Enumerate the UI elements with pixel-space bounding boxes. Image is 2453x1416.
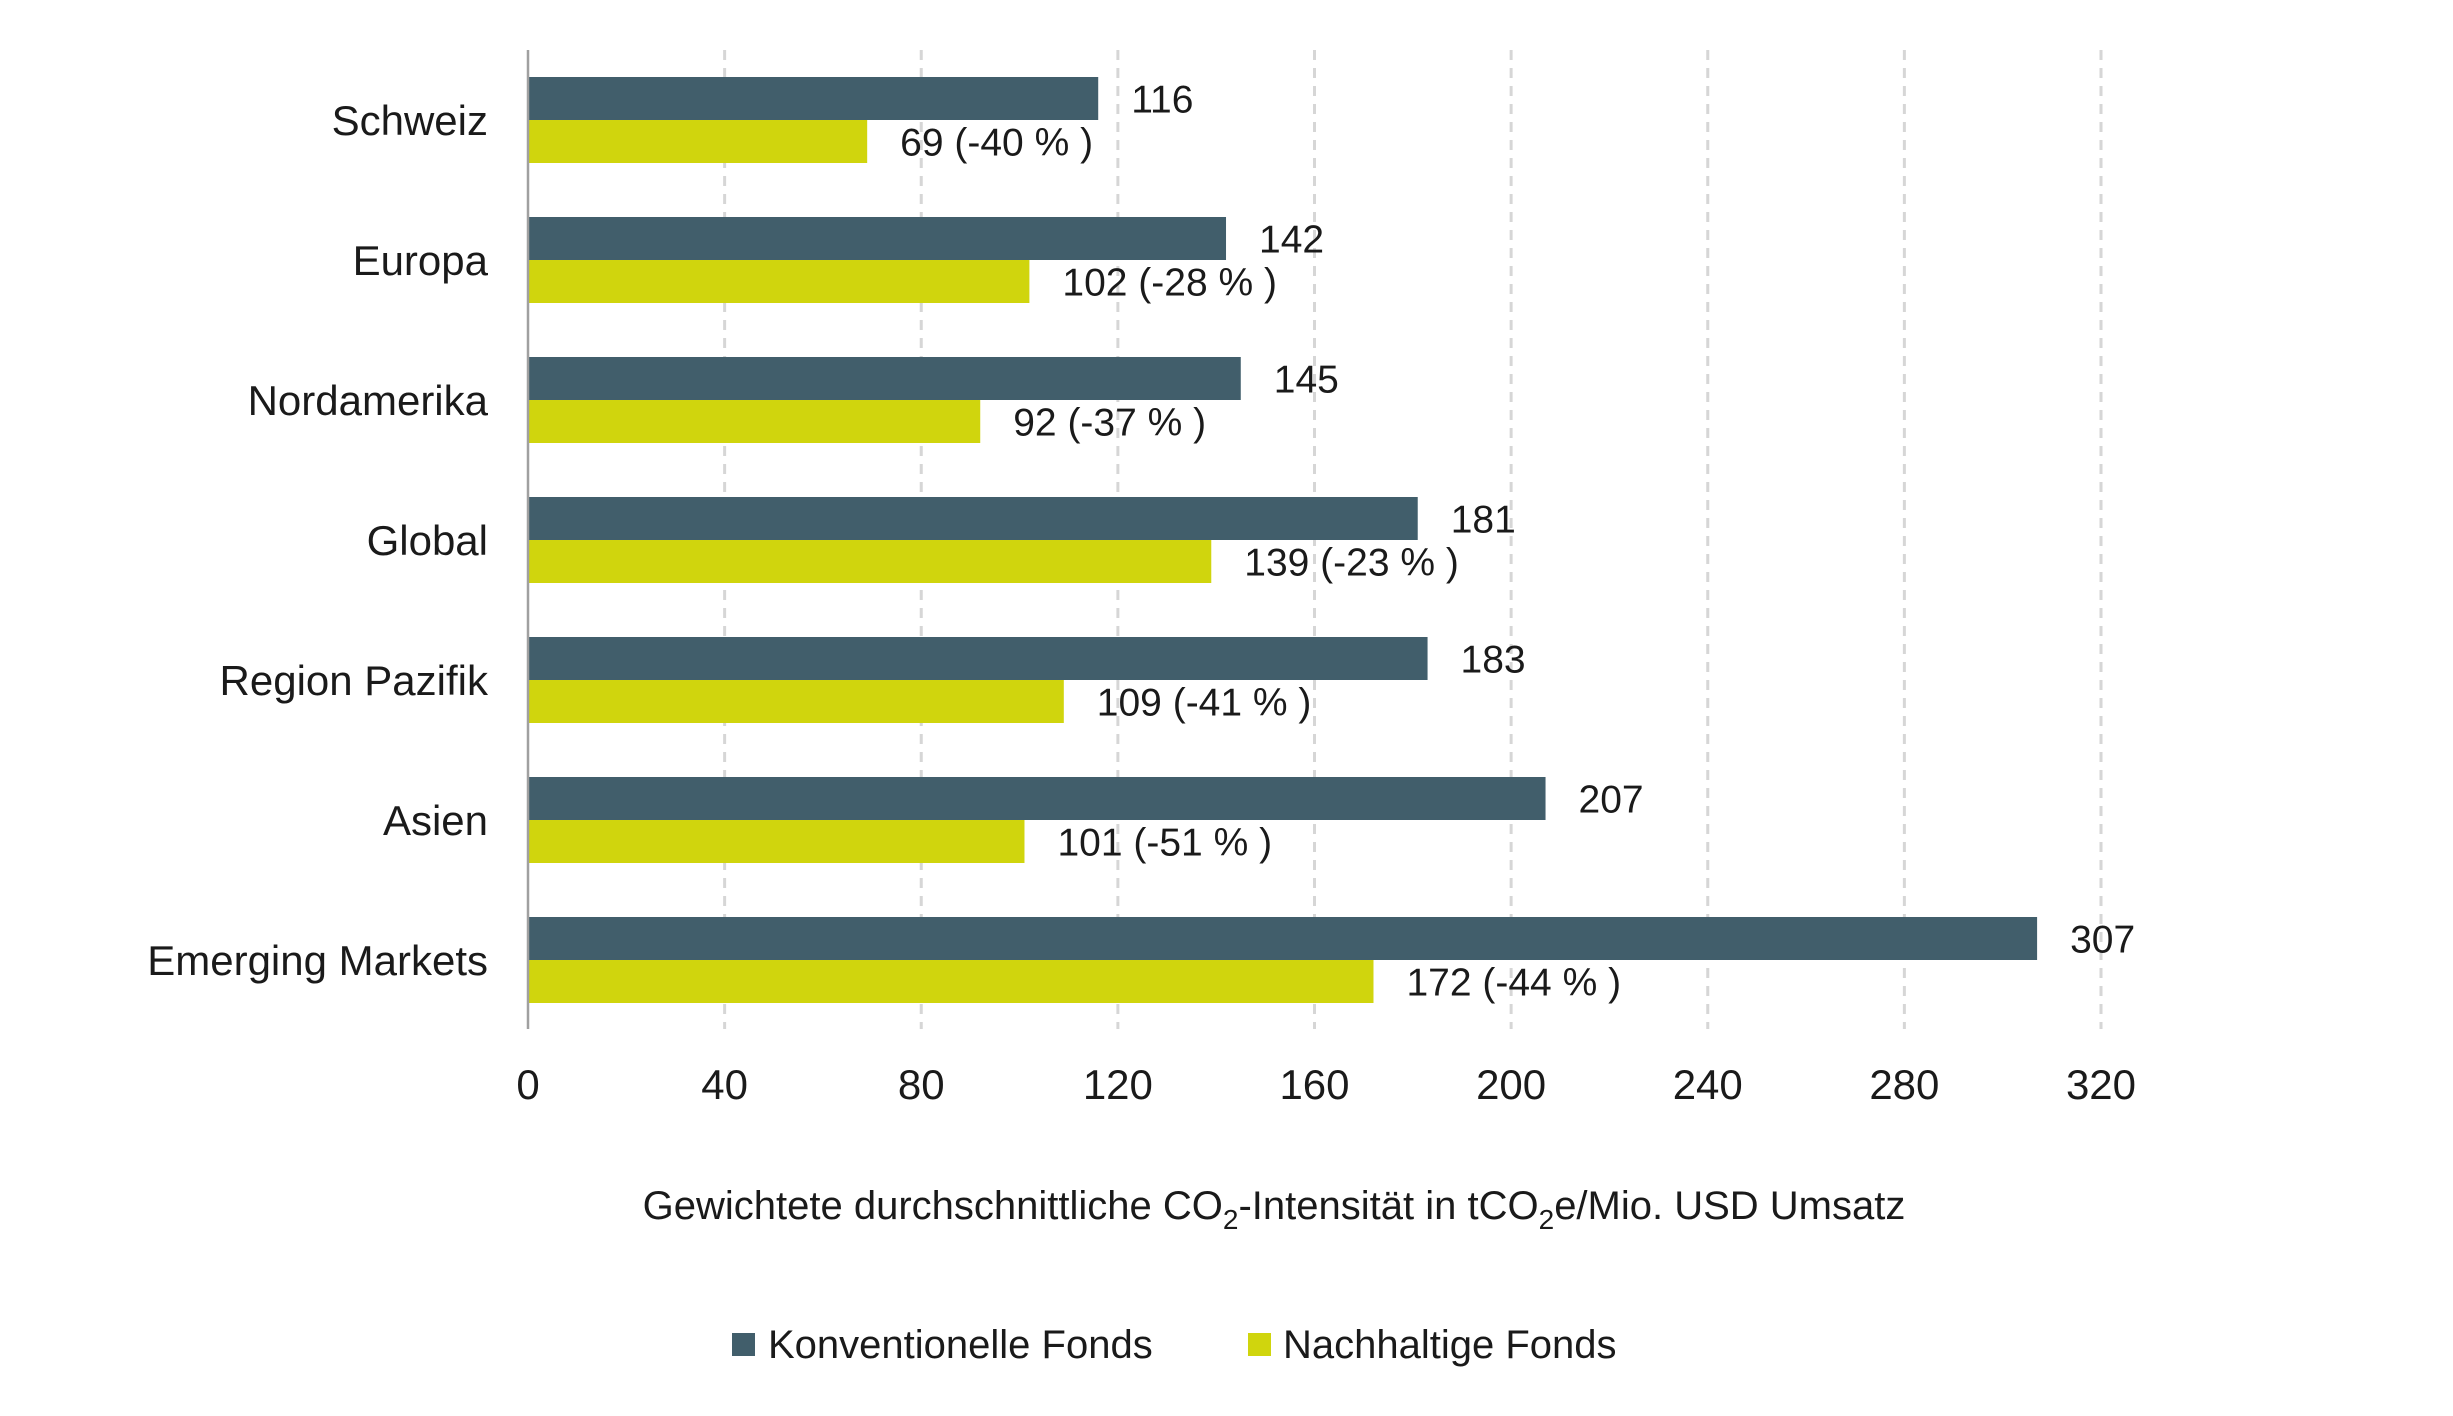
bar-konventionelle-fonds-asien	[529, 777, 1546, 820]
value-label-konventionelle-fonds-region-pazifik: 183	[1461, 639, 1526, 682]
legend-label-nachhaltige: Nachhaltige Fonds	[1283, 1323, 1617, 1367]
x-axis-title-part: e/Mio. USD Umsatz	[1554, 1184, 1905, 1228]
bar-konventionelle-fonds-region-pazifik	[529, 637, 1428, 680]
legend-item-konventionelle[interactable]: Konventionelle Fonds	[732, 1323, 1153, 1367]
category-labels: Schweiz Europa Nordamerika Global Region Paz…	[147, 97, 489, 984]
legend-swatch-konventionelle	[732, 1333, 755, 1356]
x-axis-title-subscript: 2	[1539, 1204, 1555, 1235]
value-label-konventionelle-fonds-global: 181	[1451, 499, 1516, 542]
bar-nachhaltige-fonds-asien	[529, 820, 1025, 863]
x-tick-label-0: 0	[516, 1061, 539, 1108]
value-label-konventionelle-fonds-nordamerika: 145	[1274, 359, 1339, 402]
legend: Konventionelle Fonds Nachhaltige Fonds	[732, 1323, 1617, 1367]
value-label-nachhaltige-fonds-schweiz: 69 (-40 % )	[900, 122, 1093, 165]
bars	[529, 77, 2038, 1003]
x-tick-label-280: 280	[1869, 1061, 1939, 1108]
value-label-nachhaltige-fonds-region-pazifik: 109 (-41 % )	[1097, 682, 1312, 725]
x-axis-title: Gewichtete durchschnittliche CO2-Intensi…	[643, 1184, 1906, 1235]
category-label-region-pazifik: Region Pazifik	[220, 657, 489, 704]
x-tick-label-240: 240	[1673, 1061, 1743, 1108]
bar-konventionelle-fonds-emerging-markets	[529, 917, 2038, 960]
value-label-nachhaltige-fonds-nordamerika: 92 (-37 % )	[1013, 402, 1206, 445]
bar-nachhaltige-fonds-nordamerika	[529, 400, 981, 443]
value-label-nachhaltige-fonds-asien: 101 (-51 % )	[1057, 822, 1272, 865]
x-axis-title-part: -Intensität in tCO	[1238, 1184, 1538, 1228]
category-label-asien: Asien	[383, 797, 488, 844]
x-tick-label-160: 160	[1279, 1061, 1349, 1108]
value-label-nachhaltige-fonds-europa: 102 (-28 % )	[1062, 262, 1277, 305]
bar-konventionelle-fonds-schweiz	[529, 77, 1099, 120]
x-axis-title-part: Gewichtete durchschnittliche CO	[643, 1184, 1223, 1228]
x-tick-label-40: 40	[701, 1061, 748, 1108]
x-tick-label-120: 120	[1083, 1061, 1153, 1108]
x-axis-title-subscript: 2	[1223, 1204, 1239, 1235]
value-label-nachhaltige-fonds-emerging-markets: 172 (-44 % )	[1406, 962, 1621, 1005]
value-label-nachhaltige-fonds-global: 139 (-23 % )	[1244, 542, 1459, 585]
bar-nachhaltige-fonds-region-pazifik	[529, 680, 1064, 723]
legend-label-konventionelle: Konventionelle Fonds	[768, 1323, 1153, 1367]
bar-nachhaltige-fonds-global	[529, 540, 1212, 583]
category-label-europa: Europa	[353, 237, 489, 284]
category-label-schweiz: Schweiz	[332, 97, 488, 144]
legend-swatch-nachhaltige	[1248, 1333, 1271, 1356]
x-tick-label-320: 320	[2066, 1061, 2136, 1108]
value-label-konventionelle-fonds-europa: 142	[1259, 219, 1324, 262]
bar-konventionelle-fonds-europa	[529, 217, 1227, 260]
x-tick-labels: 0 40 80 120 160 200 240 280 320	[516, 1061, 2136, 1108]
bar-nachhaltige-fonds-schweiz	[529, 120, 868, 163]
value-label-konventionelle-fonds-emerging-markets: 307	[2070, 919, 2135, 962]
bar-nachhaltige-fonds-emerging-markets	[529, 960, 1374, 1003]
x-tick-label-80: 80	[898, 1061, 945, 1108]
category-label-nordamerika: Nordamerika	[248, 377, 489, 424]
bar-konventionelle-fonds-global	[529, 497, 1418, 540]
category-label-global: Global	[367, 517, 488, 564]
category-label-emerging-markets: Emerging Markets	[147, 937, 488, 984]
legend-item-nachhaltige[interactable]: Nachhaltige Fonds	[1248, 1323, 1617, 1367]
value-label-konventionelle-fonds-asien: 207	[1579, 779, 1644, 822]
x-tick-label-200: 200	[1476, 1061, 1546, 1108]
value-label-konventionelle-fonds-schweiz: 116	[1131, 79, 1193, 122]
bar-konventionelle-fonds-nordamerika	[529, 357, 1241, 400]
bar-nachhaltige-fonds-europa	[529, 260, 1030, 303]
